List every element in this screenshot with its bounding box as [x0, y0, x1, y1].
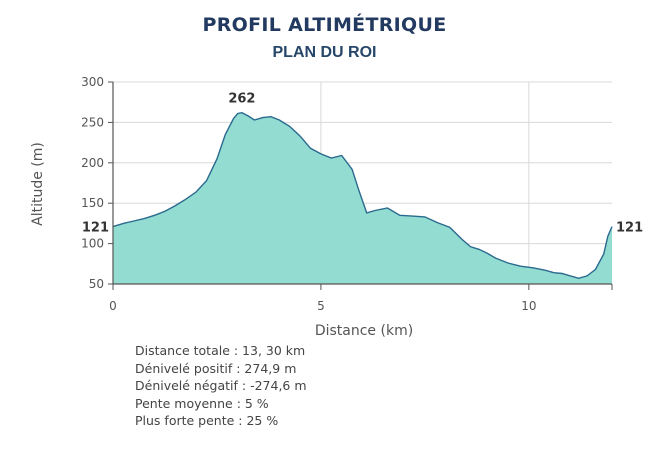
stat-line: Pente moyenne : 5 % [135, 395, 269, 411]
x-tick-label: 5 [317, 299, 325, 313]
data-label: 121 [82, 221, 109, 236]
chart-subtitle: PLAN DU ROI [272, 44, 377, 61]
y-tick-label: 150 [81, 196, 104, 210]
y-axis-label: Altitude (m) [30, 142, 46, 226]
stat-line: Plus forte pente : 25 % [135, 413, 279, 428]
elevation-area [113, 112, 612, 284]
tick-labels: 50 100 150 200 250 300 0 5 10 [81, 75, 536, 313]
elevation-line [112, 111, 613, 280]
y-tick-label: 50 [89, 277, 104, 291]
y-tick-label: 300 [81, 75, 104, 89]
route-stats: Distance totale : 13, 30 km Dénivelé posi… [135, 342, 307, 430]
stat-line: Distance totale : 13, 30 km [135, 343, 306, 358]
data-label: 121 [616, 221, 643, 236]
x-axis-label: Distance (km) [315, 323, 413, 339]
y-tick-label: 100 [81, 237, 104, 251]
data-label: 262 [228, 92, 255, 107]
stat-line: Dénivelé positif : 274,9 m [135, 360, 297, 376]
y-tick-label: 250 [81, 115, 104, 129]
stat-line: Dénivelé négatif : -274,6 m [135, 378, 307, 393]
chart-title: PROFIL ALTIMÉTRIQUE [202, 14, 447, 36]
y-tick-label: 200 [81, 156, 104, 170]
x-tick-label: 0 [109, 299, 117, 313]
axes [108, 81, 613, 290]
x-tick-label: 10 [521, 299, 536, 313]
annotations: 262 121 121 [82, 92, 643, 236]
